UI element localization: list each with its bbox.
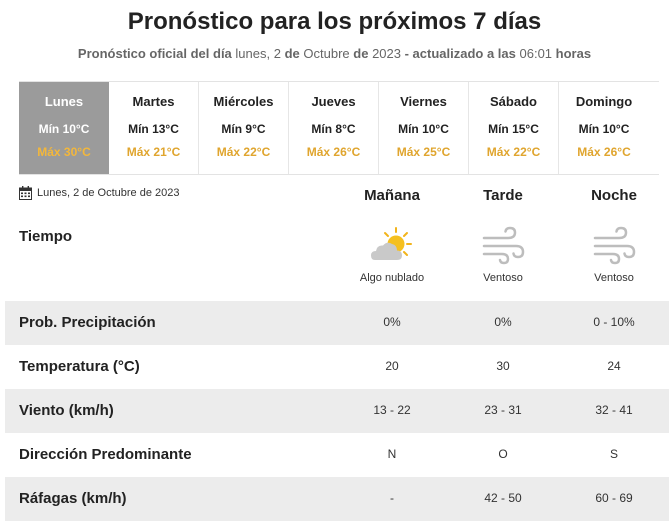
day-min-temp: Mín 8°C bbox=[311, 122, 356, 136]
row-value: - bbox=[390, 491, 394, 505]
subtitle-de-2: de bbox=[353, 46, 369, 61]
table-row: Viento (km/h) 13 - 22 23 - 31 32 - 41 bbox=[5, 389, 669, 433]
row-value: 0% bbox=[494, 315, 512, 329]
subtitle-year: 2023 bbox=[372, 46, 401, 61]
tiempo-label: Tiempo bbox=[19, 228, 73, 245]
weather-text-tarde: Ventoso bbox=[483, 272, 523, 284]
row-value: 0 - 10% bbox=[593, 315, 635, 329]
row-value: 20 bbox=[385, 359, 399, 373]
table-row: Dirección Predominante N O S bbox=[5, 433, 669, 477]
calendar-icon bbox=[19, 186, 32, 200]
row-value: 60 - 69 bbox=[595, 491, 633, 505]
forecast-subtitle: Pronóstico oficial del día lunes, 2 de O… bbox=[0, 46, 669, 61]
day-min-temp: Mín 9°C bbox=[221, 122, 266, 136]
table-row: Prob. Precipitación 0% 0% 0 - 10% bbox=[5, 301, 669, 345]
row-value: N bbox=[387, 447, 397, 461]
row-value: S bbox=[609, 447, 618, 461]
subtitle-updated-time: 06:01 bbox=[519, 46, 553, 61]
selected-date-label: Lunes, 2 de Octubre de 2023 bbox=[37, 187, 180, 199]
day-tab-sabado[interactable]: Sábado Mín 15°C Máx 22°C bbox=[469, 82, 559, 174]
day-min-temp: Mín 10°C bbox=[578, 122, 630, 136]
day-max-temp: Máx 26°C bbox=[577, 145, 631, 159]
wind-icon bbox=[482, 226, 525, 265]
row-label: Dirección Predominante bbox=[19, 446, 192, 463]
subtitle-updated-prefix: - actualizado a las bbox=[404, 46, 516, 61]
table-row: Temperatura (°C) 20 30 24 bbox=[5, 345, 669, 389]
row-value: 23 - 31 bbox=[484, 403, 522, 417]
period-tarde: Tarde bbox=[483, 187, 523, 204]
day-name: Miércoles bbox=[213, 94, 274, 109]
day-tab-lunes[interactable]: Lunes Mín 10°C Máx 30°C bbox=[19, 82, 109, 174]
row-value: O bbox=[498, 447, 508, 461]
selected-date: Lunes, 2 de Octubre de 2023 bbox=[19, 186, 180, 200]
row-label: Temperatura (°C) bbox=[19, 358, 140, 375]
day-tabs: Lunes Mín 10°C Máx 30°C Martes Mín 13°C … bbox=[19, 81, 659, 175]
day-tab-domingo[interactable]: Domingo Mín 10°C Máx 26°C bbox=[559, 82, 649, 174]
weather-text-noche: Ventoso bbox=[594, 272, 634, 284]
day-max-temp: Máx 22°C bbox=[486, 145, 541, 159]
row-label: Prob. Precipitación bbox=[19, 314, 156, 331]
day-max-temp: Máx 26°C bbox=[306, 145, 361, 159]
subtitle-month: Octubre bbox=[303, 46, 350, 61]
day-tab-jueves[interactable]: Jueves Mín 8°C Máx 26°C bbox=[289, 82, 379, 174]
day-min-temp: Mín 13°C bbox=[128, 122, 179, 136]
wind-icon bbox=[593, 226, 636, 265]
table-row: Ráfagas (km/h) - 42 - 50 60 - 69 bbox=[5, 477, 669, 521]
row-value: 13 - 22 bbox=[373, 403, 411, 417]
day-max-temp: Máx 21°C bbox=[126, 145, 181, 159]
row-label: Viento (km/h) bbox=[19, 402, 114, 419]
day-tab-martes[interactable]: Martes Mín 13°C Máx 21°C bbox=[109, 82, 199, 174]
day-max-temp: Máx 30°C bbox=[37, 145, 91, 159]
period-manana: Mañana bbox=[364, 187, 420, 204]
day-name: Domingo bbox=[575, 94, 633, 109]
day-min-temp: Mín 10°C bbox=[398, 122, 449, 136]
subtitle-day: lunes, 2 bbox=[235, 46, 281, 61]
day-name: Lunes bbox=[44, 94, 84, 109]
day-name: Sábado bbox=[490, 94, 537, 109]
day-tab-miercoles[interactable]: Miércoles Mín 9°C Máx 22°C bbox=[199, 82, 289, 174]
period-noche: Noche bbox=[591, 187, 637, 204]
row-value: 42 - 50 bbox=[484, 491, 522, 505]
row-value: 30 bbox=[496, 359, 510, 373]
day-name: Martes bbox=[132, 94, 175, 109]
subtitle-updated-suffix: horas bbox=[555, 46, 592, 61]
partly-cloudy-icon bbox=[371, 227, 412, 260]
row-value: 0% bbox=[383, 315, 401, 329]
row-value: 32 - 41 bbox=[595, 403, 633, 417]
day-tab-viernes[interactable]: Viernes Mín 10°C Máx 25°C bbox=[379, 82, 469, 174]
day-max-temp: Máx 25°C bbox=[396, 145, 451, 159]
subtitle-prefix: Pronóstico oficial del día bbox=[77, 46, 232, 61]
page-title: Pronóstico para los próximos 7 días bbox=[127, 8, 542, 35]
subtitle-de-1: de bbox=[284, 46, 300, 61]
day-min-temp: Mín 15°C bbox=[488, 122, 539, 136]
day-name: Viernes bbox=[400, 94, 447, 109]
row-value: 24 bbox=[607, 359, 621, 373]
day-min-temp: Mín 10°C bbox=[38, 122, 90, 136]
day-name: Jueves bbox=[311, 94, 356, 109]
day-max-temp: Máx 22°C bbox=[216, 145, 271, 159]
row-label: Ráfagas (km/h) bbox=[19, 490, 127, 507]
weather-text-manana: Algo nublado bbox=[359, 272, 425, 284]
